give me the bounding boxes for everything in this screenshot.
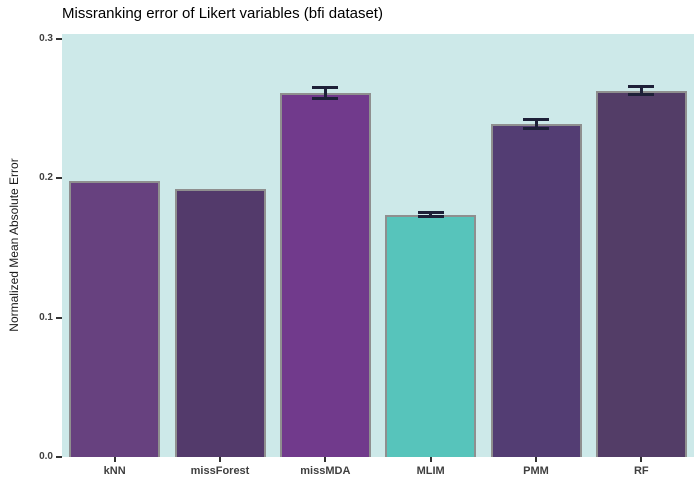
plot-panel <box>62 34 694 457</box>
x-tick-MLIM <box>429 457 432 462</box>
errorbar-cap-bottom-missMDA <box>312 97 339 101</box>
y-tick-0.0 <box>56 456 62 458</box>
errorbar-line-PMM <box>534 119 538 129</box>
y-tick-label-0.3: 0.3 <box>39 33 53 44</box>
bar-PMM <box>490 123 582 457</box>
bar-missForest <box>174 189 266 457</box>
x-tick-kNN <box>113 457 116 462</box>
bar-RF <box>595 90 687 457</box>
x-tick-label-RF: RF <box>633 465 649 477</box>
x-tick-label-missForest: missForest <box>190 465 250 477</box>
bar-kNN <box>69 181 161 457</box>
errorbar-cap-top-MLIM <box>417 210 444 214</box>
x-tick-PMM <box>535 457 537 462</box>
errorbar-cap-bottom-PMM <box>523 127 549 131</box>
x-tick-RF <box>640 457 643 462</box>
errorbar-cap-bottom-RF <box>628 93 655 97</box>
errorbar-cap-bottom-MLIM <box>417 215 444 219</box>
x-tick-label-missMDA: missMDA <box>300 465 351 477</box>
x-tick-label-MLIM: MLIM <box>416 465 445 477</box>
x-tick-label-kNN: kNN <box>103 465 126 477</box>
errorbar-line-MLIM <box>429 212 433 217</box>
y-tick-0.3 <box>56 38 62 40</box>
errorbar-cap-top-PMM <box>523 117 549 121</box>
bar-missMDA <box>279 93 371 457</box>
errorbar-cap-top-RF <box>628 84 655 88</box>
y-tick-0.1 <box>56 316 62 319</box>
errorbar-line-missMDA <box>323 87 327 99</box>
y-tick-label-0.2: 0.2 <box>39 172 53 184</box>
x-tick-missForest <box>219 457 221 462</box>
errorbar-cap-top-missMDA <box>312 86 339 90</box>
y-tick-label-0.0: 0.0 <box>39 451 53 462</box>
x-tick-missMDA <box>324 457 327 462</box>
y-tick-label-0.1: 0.1 <box>39 311 53 323</box>
bar-MLIM <box>385 214 477 457</box>
chart-title: Missranking error of Likert variables (b… <box>62 5 383 22</box>
y-axis-title: Normalized Mean Absolute Error <box>7 158 21 332</box>
errorbar-line-RF <box>639 86 643 95</box>
x-tick-label-PMM: PMM <box>523 465 549 477</box>
y-tick-0.2 <box>56 177 62 180</box>
